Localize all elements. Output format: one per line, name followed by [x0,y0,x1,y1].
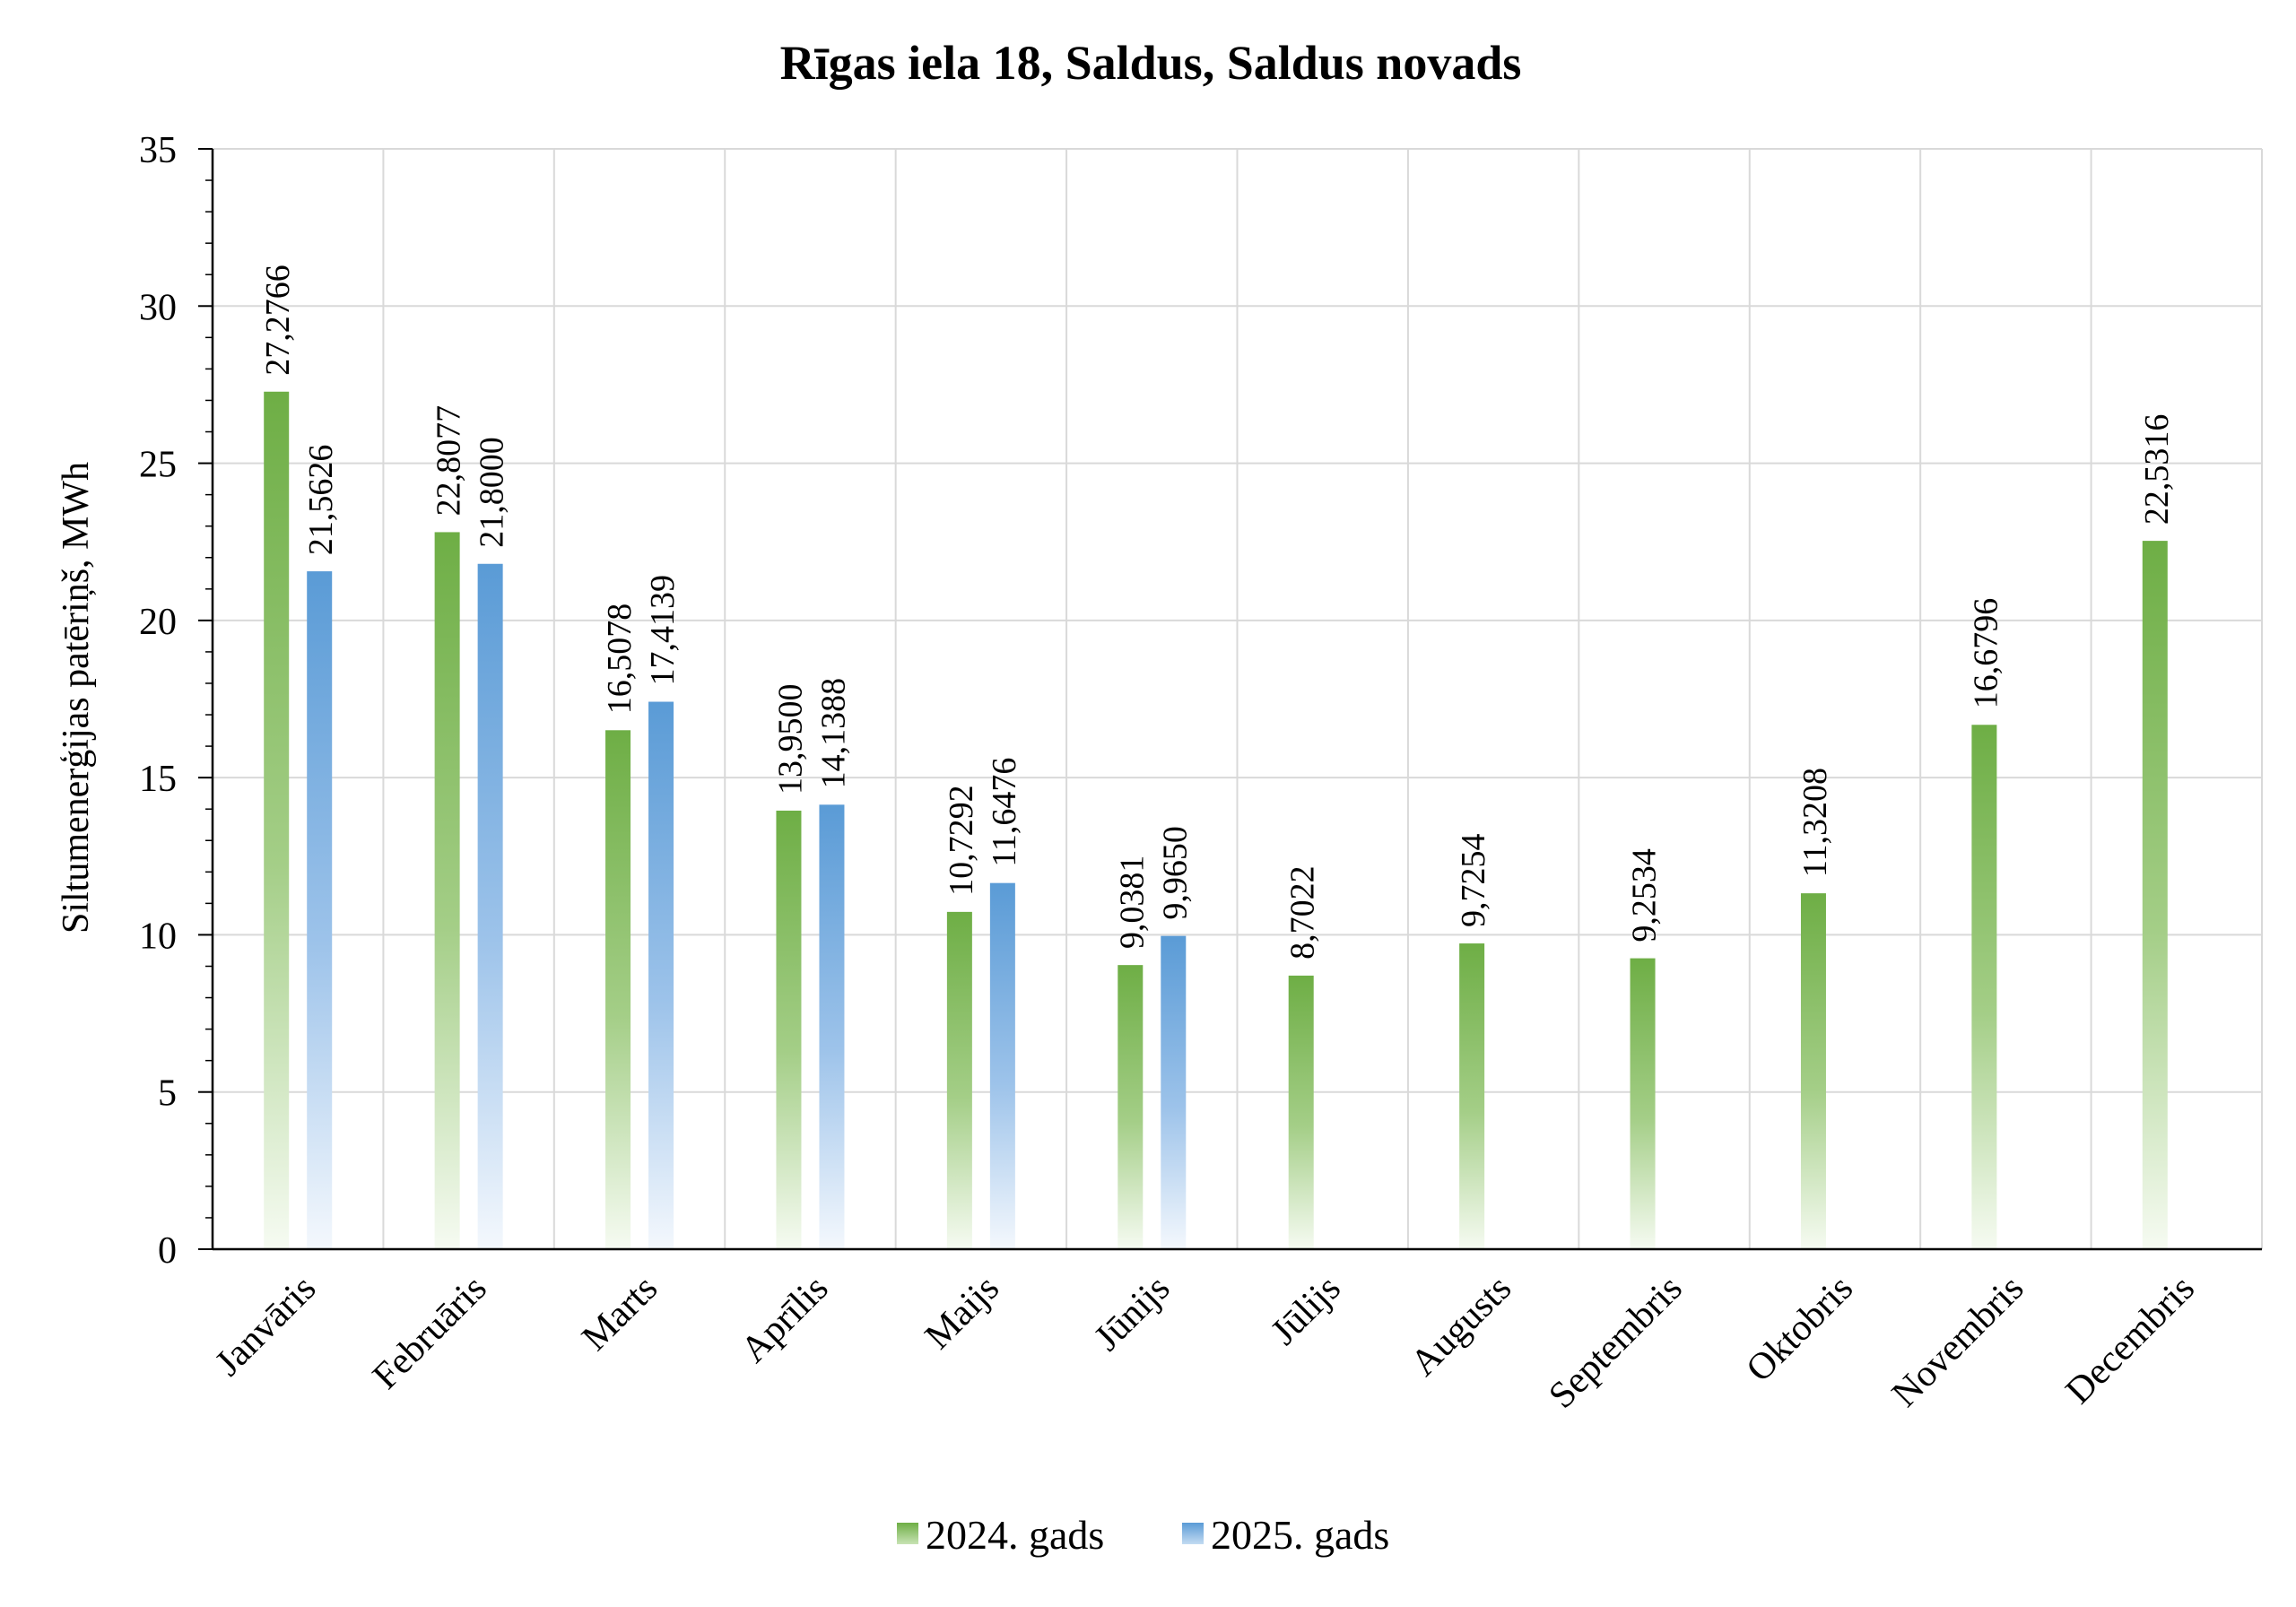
bar-2024 [2142,541,2168,1249]
x-tick-label: Marts [574,1268,665,1359]
bar-2024 [605,730,631,1249]
bar-2025 [819,804,845,1249]
x-tick-label: Novembris [1884,1268,2032,1416]
bar-2024 [1118,965,1144,1249]
x-tick-label: Decembris [2058,1268,2203,1412]
bar-2024 [1800,893,1826,1249]
legend-swatch [897,1523,918,1544]
grid-lines [213,148,2263,1249]
x-tick-label: Janvāris [207,1268,324,1385]
bar-data-label: 8,7022 [1284,865,1322,960]
bar-2025 [477,563,503,1249]
bar-data-label: 9,9650 [1156,826,1194,920]
chart-title: Rīgas iela 18, Saldus, Saldus novads [780,36,1522,90]
bar-data-label: 11,6476 [986,758,1023,867]
bar-data-label: 21,8000 [474,437,511,548]
x-tick-label: Septembris [1541,1268,1690,1417]
y-tick-labels: 0 5 10 15 20 25 30 35 [139,130,177,1272]
bar-2025 [1161,935,1187,1249]
bar-data-label: 9,2534 [1626,848,1664,942]
bar-data-label: 16,6796 [1967,598,2005,709]
bar-labels: 27,2766 22,8077 16,5078 13,9500 10,7292 9,038… [259,265,2176,960]
axes [198,148,2262,1251]
x-tick-labels: Janvāris Februāris Marts Aprīlis Maijs Jūnijs… [207,1268,2202,1417]
bar-data-label: 16,5078 [601,604,639,715]
bar-2025 [648,701,674,1249]
legend-label: 2025. gads [1211,1512,1389,1558]
bar-2024 [776,810,802,1249]
y-tick-label: 30 [139,287,177,328]
bar-2024 [264,391,290,1249]
bar-2024 [1971,725,1997,1249]
y-axis-label: Siltumenerģijas patēriņš, MWh [56,462,97,934]
legend-label: 2024. gads [926,1512,1104,1558]
legend: 2024. gads 2025. gads [897,1512,1389,1558]
y-tick-label: 35 [139,130,177,171]
bars [264,391,2168,1249]
bar-data-label: 9,7254 [1455,834,1492,928]
x-tick-label: Maijs [918,1268,1007,1358]
bar-2024 [1288,975,1314,1249]
legend-swatch [1182,1523,1204,1544]
y-tick-label: 5 [158,1073,177,1115]
bar-data-label: 13,9500 [771,683,809,795]
bar-data-label: 17,4139 [644,575,682,686]
bar-2024 [1459,943,1485,1249]
bar-data-label: 22,8077 [430,405,468,517]
x-tick-label: Jūlijs [1264,1268,1349,1353]
bar-data-label: 10,7292 [943,785,980,896]
bar-data-label: 9,0381 [1113,856,1151,950]
bar-data-label: 11,3208 [1796,768,1834,877]
y-tick-label: 20 [139,602,177,643]
bar-2025 [307,571,333,1249]
bar-2025 [989,882,1015,1249]
y-tick-label: 0 [158,1230,177,1272]
y-tick-label: 10 [139,916,177,957]
x-tick-label: Augusts [1403,1268,1519,1385]
bar-2024 [1630,958,1656,1249]
bar-data-label: 14,1388 [814,678,852,788]
x-tick-label: Jūnijs [1087,1268,1178,1359]
bar-data-label: 21,5626 [302,445,340,556]
y-tick-label: 15 [139,759,177,800]
x-tick-label: Februāris [365,1268,495,1398]
bar-data-label: 22,5316 [2138,414,2176,526]
y-tick-label: 25 [139,445,177,486]
bar-data-label: 27,2766 [259,265,297,376]
x-tick-label: Aprīlis [734,1268,837,1371]
x-tick-label: Oktobris [1739,1268,1861,1390]
bar-2024 [434,532,460,1249]
bar-2024 [946,911,972,1249]
